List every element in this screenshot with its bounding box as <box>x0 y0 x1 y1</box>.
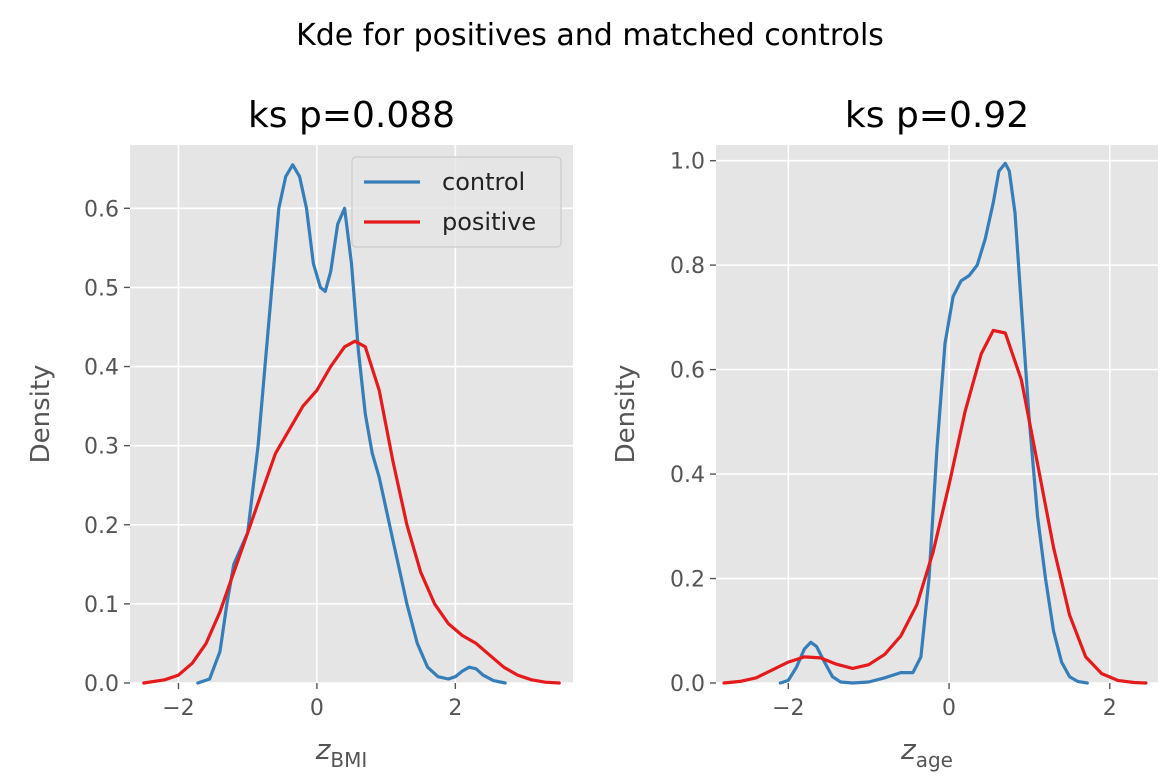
x-axis-label-variable: z <box>315 733 332 766</box>
x-axis-label-subscript: BMI <box>330 748 367 772</box>
y-tick-label: 0.0 <box>84 672 119 697</box>
x-tick-label: −2 <box>772 696 804 721</box>
legend-box <box>351 156 562 248</box>
y-tick-label: 0.3 <box>84 435 119 460</box>
y-tick-label: 0.2 <box>670 568 705 593</box>
x-axis-label: zBMI <box>315 733 368 772</box>
plot-background <box>716 145 1158 683</box>
x-tick-label: 2 <box>1103 696 1117 721</box>
y-tick-label: 0.5 <box>84 276 119 301</box>
y-tick-label: 0.1 <box>84 593 119 618</box>
x-axis-label-variable: z <box>900 733 917 766</box>
subplot-title: ks p=0.088 <box>248 95 455 136</box>
y-tick-label: 1.0 <box>670 150 705 175</box>
y-tick-label: 0.2 <box>84 514 119 539</box>
legend-label-positive: positive <box>442 208 536 236</box>
x-tick-label: −2 <box>162 696 194 721</box>
y-tick-label: 0.4 <box>670 463 705 488</box>
chart-panels: 0.0 0.1 0.2 0.3 0.4 0.5 0.6 −2 0 2 ks p=0.088 Densi… <box>26 95 1158 772</box>
x-axis-label: zage <box>900 733 953 772</box>
series-line-control <box>196 163 507 685</box>
y-tick-label: 0.0 <box>670 672 705 697</box>
x-tick-label: 2 <box>448 696 462 721</box>
x-axis-label-subscript: age <box>916 748 953 772</box>
subplot-title: ks p=0.92 <box>845 95 1029 136</box>
legend: control positive <box>351 156 562 248</box>
y-tick-label: 0.4 <box>84 356 119 381</box>
y-tick-label: 0.6 <box>84 197 119 222</box>
y-axis-label: Density <box>26 365 56 464</box>
x-tick-label: 0 <box>942 696 956 721</box>
series-line-positive <box>722 328 1148 685</box>
chart-panel-2: 0.0 0.2 0.4 0.6 0.8 1.0 −2 0 2 ks p=0.92 Density za… <box>611 95 1158 772</box>
y-tick-label: 0.6 <box>670 359 705 384</box>
series-line-positive <box>142 339 561 685</box>
legend-label-control: control <box>442 168 525 196</box>
series-line-control <box>778 161 1089 685</box>
x-tick-label: 0 <box>310 696 324 721</box>
figure-suptitle: Kde for positives and matched controls <box>296 18 884 53</box>
y-tick-label: 0.8 <box>670 254 705 279</box>
chart-panel-1: 0.0 0.1 0.2 0.3 0.4 0.5 0.6 −2 0 2 ks p=0.088 Densi… <box>26 95 573 772</box>
y-axis-label: Density <box>611 365 641 464</box>
